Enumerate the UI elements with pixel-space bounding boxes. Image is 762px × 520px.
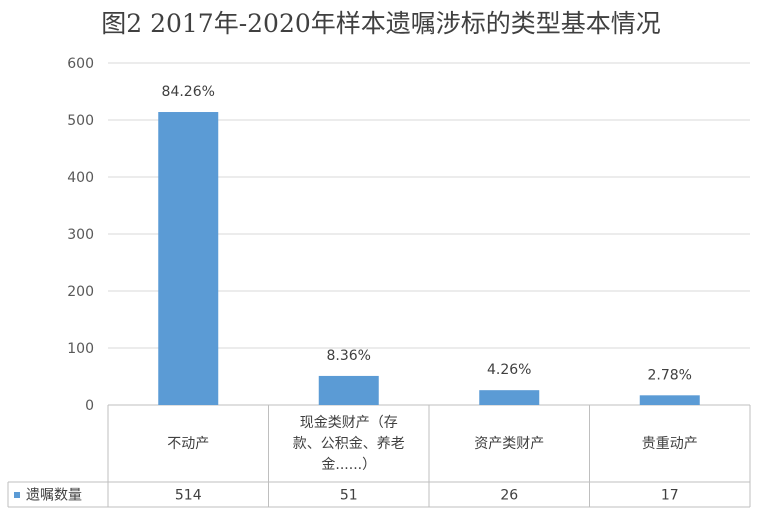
x-category-label: 资产类财产 <box>474 436 544 452</box>
table-value-cell: 17 <box>661 488 679 504</box>
bar-data-label: 2.78% <box>648 367 692 383</box>
legend-series-name: 遗嘱数量 <box>26 488 82 504</box>
bar <box>158 112 219 406</box>
chart-title: 图2 2017年-2020年样本遗嘱涉标的类型基本情况 <box>101 9 661 38</box>
bar-data-label: 4.26% <box>487 362 531 378</box>
x-category-label: 现金类财产（存 <box>300 415 398 431</box>
table-value-cell: 51 <box>340 488 358 504</box>
x-category-label: 贵重动产 <box>642 436 698 452</box>
bar <box>479 390 540 405</box>
y-tick-label: 200 <box>67 284 94 300</box>
bar-data-label: 84.26% <box>162 84 215 100</box>
table-value-cell: 26 <box>500 488 518 504</box>
y-tick-label: 0 <box>85 398 94 414</box>
bar <box>639 395 700 405</box>
x-category-label: 金......） <box>321 457 376 473</box>
y-tick-label: 600 <box>67 56 94 72</box>
y-tick-label: 400 <box>67 170 94 186</box>
x-category-label: 款、公积金、养老 <box>293 436 405 452</box>
bar <box>318 375 379 405</box>
y-tick-label: 500 <box>67 113 94 129</box>
y-tick-label: 300 <box>67 227 94 243</box>
x-category-label: 不动产 <box>167 436 209 452</box>
y-tick-label: 100 <box>67 341 94 357</box>
bar-data-label: 8.36% <box>327 348 371 364</box>
legend-key <box>14 492 20 498</box>
table-value-cell: 514 <box>175 488 202 504</box>
